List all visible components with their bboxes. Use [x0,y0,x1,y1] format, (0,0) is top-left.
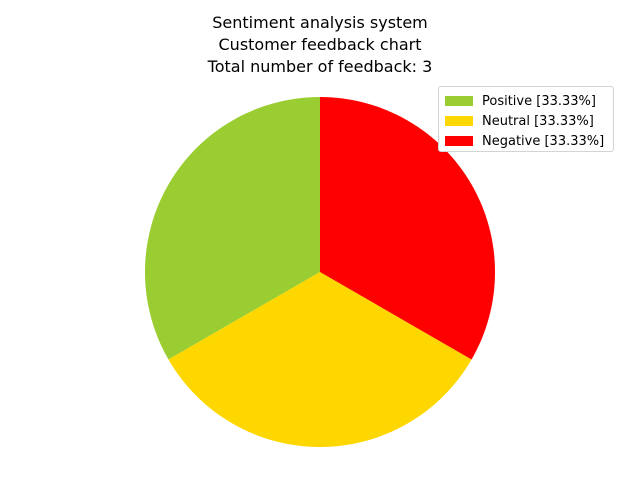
legend-label-positive: Positive [33.33%] [482,93,596,109]
legend-item-neutral: Neutral [33.33%] [445,111,613,131]
legend-item-positive: Positive [33.33%] [445,91,613,111]
legend-swatch-negative [445,136,473,146]
legend-item-negative: Negative [33.33%] [445,131,613,151]
pie-slice-neutral [168,272,472,447]
pie-slice-positive [145,97,320,360]
title-line-1: Sentiment analysis system [212,13,428,32]
legend-swatch-neutral [445,116,473,126]
legend-swatch-positive [445,96,473,106]
pie-slice-negative [320,97,495,360]
pie-slices [145,97,495,447]
legend-label-neutral: Neutral [33.33%] [482,113,594,129]
legend-label-negative: Negative [33.33%] [482,133,605,149]
title-line-3: Total number of feedback: 3 [207,57,433,76]
title-line-2: Customer feedback chart [218,35,422,54]
legend: Positive [33.33%] Neutral [33.33%] Negat… [438,86,614,152]
chart-title: Sentiment analysis system Customer feedb… [0,12,640,78]
